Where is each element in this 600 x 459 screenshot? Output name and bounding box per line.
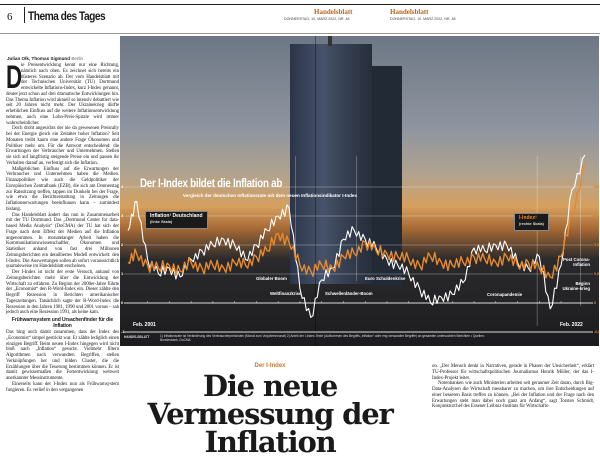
paragraph: Das hing auch damit zusammen, dass der I… [6,330,119,382]
right-tick-label: 0 [594,301,596,305]
event-label: Coronapandemie [487,292,523,297]
inflation-chart: 4 0,04 3 0,03 2 0,02 1 0,01 0 0 -1 -0,01 [121,154,599,334]
paragraph: Notenbanken wie auch Ministerien arbeite… [432,381,594,410]
dateline-right: DONNERSTAG, 10. MÄRZ 2022, NR. 48 [390,17,456,21]
event-label: Euro Schuldenkrise [365,276,406,281]
i-index-line [127,163,586,279]
headline: Die neue Vermessung der Inflation [147,369,393,459]
chart-source: HANDELSBLATT [124,335,150,339]
top-rule [0,4,600,5]
event-label: Globaler Boom [256,276,287,281]
page-number: 6 [7,11,13,23]
dropcap: D [6,59,23,95]
dateline-left: DONNERSTAG, 10. MÄRZ 2022, NR. 48 [284,17,350,21]
right-tick-label: 0,01 [594,272,599,276]
legend-inflation: Inflation¹ Deutschland (linke Skala) [145,211,208,229]
header-rule [0,33,600,34]
legend-i-index: I-Index² (rechte Skala) [514,213,549,231]
x-end-label: Feb. 2022 [560,322,583,328]
section-title: Thema des Tages [28,9,106,23]
page-fold [315,36,316,346]
masthead-left: Handelsblatt [314,8,353,16]
left-tick-label: 0 [121,300,124,305]
chart-title: Der I-Index bildet die Inflation ab [140,178,283,190]
event-label: Weltfinanzkrise [270,291,302,296]
byline-authors: Julian Olk, Thomas Sigmund [7,56,71,61]
tower-antenna [328,36,332,46]
legend-i-index-note: (rechte Skala) [519,221,544,226]
tower-building [290,44,372,284]
right-tick-label: 0,03 [594,214,599,218]
byline-place: Berlin [71,56,84,61]
kicker: Der I-Index [254,363,286,369]
right-tick-label: 0,04 [594,185,599,189]
byline: Julian Olk, Thomas Sigmund Berlin [7,56,83,61]
inflation-line [127,154,586,319]
legend-i-index-label: I-Index² [519,215,537,221]
legend-inflation-note: (linke Skala) [150,219,173,224]
paragraph: Doch droht angesichts der nie da gewesen… [6,126,119,166]
paragraph: Maßgeblichen Einfluss auf die Erwartunge… [6,166,119,212]
subheading: Frühwarnsystem und Ursachenfinder für di… [11,317,114,329]
left-tick-label: 4 [121,184,124,189]
ecb-tower-photo [120,36,599,346]
article-right-column: on. „Der Mensch denkt in Narrativen, ger… [432,364,594,410]
paragraph: on. „Der Mensch denkt in Narrativen, ger… [432,364,594,381]
paragraph-text: ie Preisentwicklung kennt nur eine Richt… [6,63,119,126]
right-tick-label: 0,02 [594,243,599,247]
chart-footnote: 1) Inflationsrate ist Veränderung des Ve… [160,334,485,343]
event-label: Post Corona-Inflation [563,257,590,267]
event-label: Beginn Ukraine-krieg [562,281,590,291]
left-tick-label: -1 [121,329,125,334]
paragraph: Das Handelsblatt ändert das nun in Zusam… [6,212,119,270]
legend-inflation-label: Inflation¹ Deutschland [150,213,203,219]
section-divider [24,7,25,23]
right-tick-label: -0,01 [594,330,599,334]
paragraph: Einerseits kann der I-Index nun als Früh… [6,381,119,393]
left-tick-label: 2 [121,242,124,247]
x-start-label: Feb. 2001 [133,322,156,328]
left-tick-label: 1 [121,271,124,276]
chart-subtitle: Vergleich der deutschen Inflationsrate m… [182,193,358,198]
event-label: Schwellenländer-Boom [325,291,373,296]
left-tick-label: 3 [121,213,124,218]
paragraph: Der I-Index ist nicht der erste Versuch,… [6,270,119,316]
masthead-right: Handelsblatt [390,8,429,16]
